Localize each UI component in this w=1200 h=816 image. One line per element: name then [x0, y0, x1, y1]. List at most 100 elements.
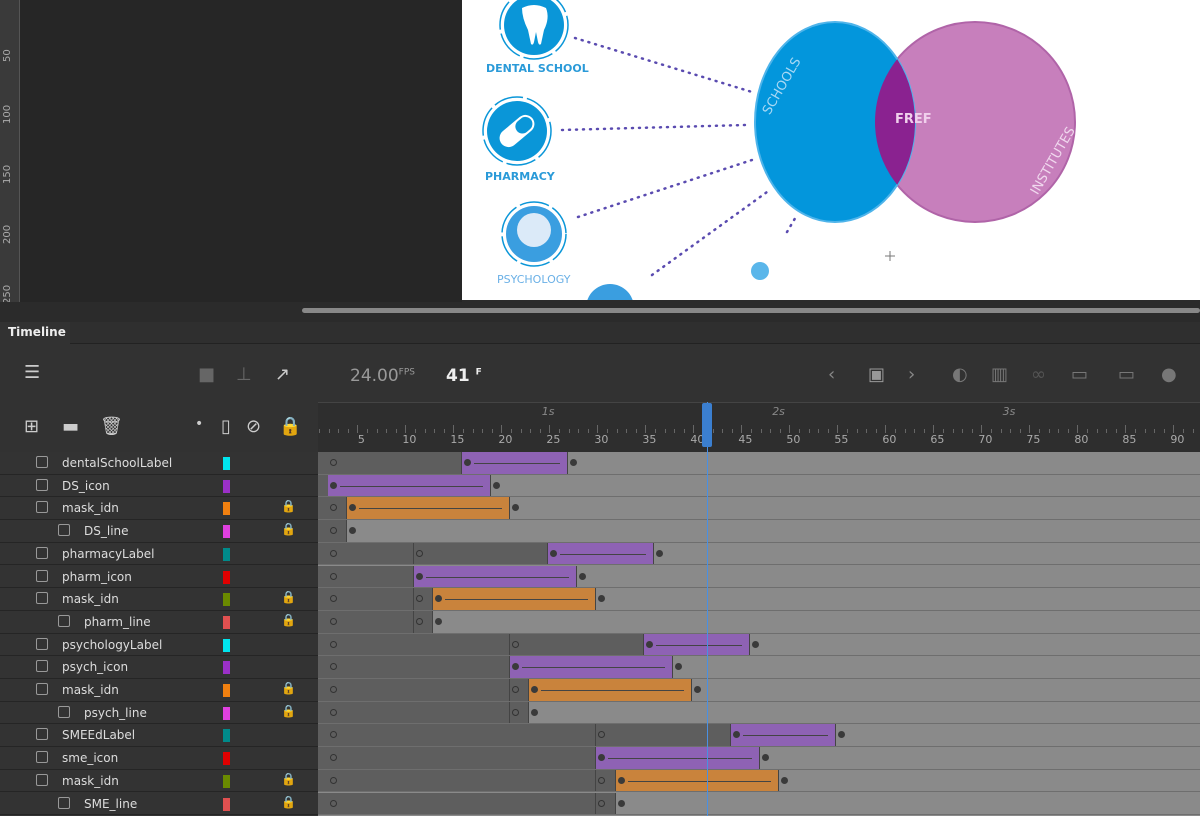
keyframe[interactable] — [598, 754, 606, 762]
outline-icon[interactable]: ▯ — [221, 416, 231, 437]
static-frames[interactable] — [510, 633, 645, 656]
keyframe[interactable] — [617, 799, 625, 807]
tween-span[interactable] — [346, 497, 510, 520]
keyframe[interactable] — [617, 776, 625, 784]
static-frames[interactable] — [327, 588, 414, 610]
onion-skin-icon[interactable]: ◐ — [952, 364, 968, 385]
keyframe[interactable] — [348, 527, 356, 535]
insert-frame-icon[interactable]: ▭ — [1118, 364, 1136, 385]
hierarchy-icon[interactable]: ⊥ — [236, 364, 252, 385]
highlight-dot-icon[interactable]: • — [195, 416, 204, 432]
keyframe[interactable] — [531, 708, 539, 716]
keyframe[interactable] — [512, 663, 519, 671]
static-frames[interactable] — [510, 701, 530, 724]
keyframe[interactable] — [492, 481, 500, 489]
layer-name[interactable]: mask_idn — [62, 683, 119, 697]
layer-row[interactable]: psychologyLabel — [0, 634, 318, 657]
lock-icon[interactable]: 🔒 — [281, 499, 296, 514]
keyframe[interactable] — [329, 459, 337, 466]
frame-row[interactable] — [318, 565, 1200, 589]
keyframe[interactable] — [598, 799, 606, 807]
layer-row[interactable]: psych_line 🔒 — [0, 702, 318, 725]
static-frames[interactable] — [414, 542, 549, 565]
layer-row[interactable]: SME_line 🔒 — [0, 793, 318, 816]
layer-row[interactable]: sme_icon — [0, 747, 318, 770]
lock-icon[interactable]: 🔒 — [281, 590, 296, 605]
keyframe[interactable] — [329, 708, 337, 716]
frame-row[interactable] — [318, 747, 1200, 770]
lock-icon[interactable]: 🔒 — [281, 681, 296, 695]
layer-row[interactable]: DS_line 🔒 — [0, 520, 318, 543]
tween-span[interactable] — [644, 633, 750, 656]
graph-icon[interactable]: ↗ — [275, 364, 291, 385]
keyframe[interactable] — [416, 595, 423, 603]
keyframe[interactable] — [598, 776, 606, 784]
keyframe[interactable] — [329, 595, 337, 603]
keyframe[interactable] — [329, 481, 337, 489]
frame-row[interactable] — [318, 679, 1200, 702]
layer-row[interactable]: DS_icon — [0, 475, 318, 498]
static-frames[interactable] — [596, 792, 616, 815]
horizontal-scrollbar[interactable] — [302, 308, 1200, 313]
tween-span[interactable] — [548, 542, 654, 565]
tween-span[interactable] — [615, 769, 779, 792]
layer-color-swatch[interactable] — [223, 570, 230, 584]
frame-grid[interactable] — [318, 452, 1200, 816]
camera-icon[interactable]: ■ — [198, 364, 216, 385]
loop-icon[interactable]: ∞ — [1031, 364, 1046, 385]
more-options-icon[interactable]: ● — [1161, 364, 1177, 385]
static-frames[interactable] — [327, 679, 510, 701]
frame-ruler[interactable]: 5 10 15 20 25 30 35 40 45 50 55 60 65 70 75 80 85 90 1s 2s 3… — [318, 402, 1200, 452]
layer-row[interactable]: mask_idn 🔒 — [0, 588, 318, 611]
layer-color-swatch[interactable] — [223, 593, 230, 607]
keyframe[interactable] — [435, 617, 443, 625]
frame-row[interactable] — [318, 474, 1200, 498]
frame-row[interactable] — [318, 633, 1200, 657]
layer-name[interactable]: pharmacyLabel — [62, 546, 155, 561]
tween-span[interactable] — [462, 452, 568, 474]
tab-timeline[interactable]: Timeline — [0, 322, 70, 344]
keyframe[interactable] — [598, 595, 606, 603]
static-frames[interactable] — [327, 747, 597, 769]
static-frames[interactable] — [414, 610, 434, 633]
frame-row[interactable] — [318, 542, 1200, 566]
new-layer-icon[interactable]: ⊞ — [24, 416, 40, 437]
layer-row[interactable]: pharmacyLabel — [0, 543, 318, 566]
next-keyframe-icon[interactable]: › — [908, 364, 916, 385]
static-frames[interactable] — [327, 610, 414, 633]
layer-row[interactable]: SMEEdLabel — [0, 724, 318, 748]
layer-row[interactable]: mask_idn 🔒 — [0, 679, 318, 702]
keyframe[interactable] — [656, 549, 663, 557]
eye-hidden-icon[interactable]: ⊘ — [246, 416, 262, 437]
current-frame-readout[interactable]: 41 F — [446, 366, 482, 386]
keyframe[interactable] — [761, 754, 769, 762]
stage-canvas[interactable]: DENTAL SCHOOL PHARMACY PSYCHOLOGY SCHOOL… — [462, 0, 1200, 300]
keyframe[interactable] — [732, 731, 740, 739]
static-frames[interactable] — [327, 565, 414, 588]
static-frames[interactable] — [596, 769, 616, 792]
layer-color-swatch[interactable] — [223, 615, 230, 629]
layer-color-swatch[interactable] — [223, 706, 230, 720]
edit-multiple-frames-icon[interactable]: ▥ — [991, 364, 1009, 385]
keyframe[interactable] — [512, 640, 519, 648]
tween-span[interactable] — [433, 588, 597, 610]
static-frames[interactable] — [596, 724, 731, 747]
frame-row[interactable] — [318, 724, 1200, 748]
frame-row[interactable] — [318, 497, 1200, 521]
frame-value[interactable]: 41 — [446, 366, 470, 386]
tween-span[interactable] — [414, 565, 578, 588]
layer-row[interactable]: mask_idn 🔒 — [0, 770, 318, 793]
tween-icon[interactable]: ▭ — [1071, 364, 1089, 385]
static-frames[interactable] — [327, 792, 597, 815]
layer-row[interactable]: psych_icon — [0, 656, 318, 679]
fps-value[interactable]: 24.00 — [350, 366, 399, 386]
delete-layer-icon[interactable]: 🗑 — [100, 416, 123, 437]
layer-color-swatch[interactable] — [223, 638, 230, 652]
keyframe[interactable] — [694, 686, 702, 693]
keyframe[interactable] — [675, 663, 683, 671]
layer-name[interactable]: sme_icon — [62, 751, 119, 766]
frame-row[interactable] — [318, 701, 1200, 725]
static-frames[interactable] — [327, 520, 347, 542]
layers-icon[interactable]: ☰ — [24, 362, 41, 383]
fps-readout[interactable]: 24.00FPS — [350, 366, 415, 386]
